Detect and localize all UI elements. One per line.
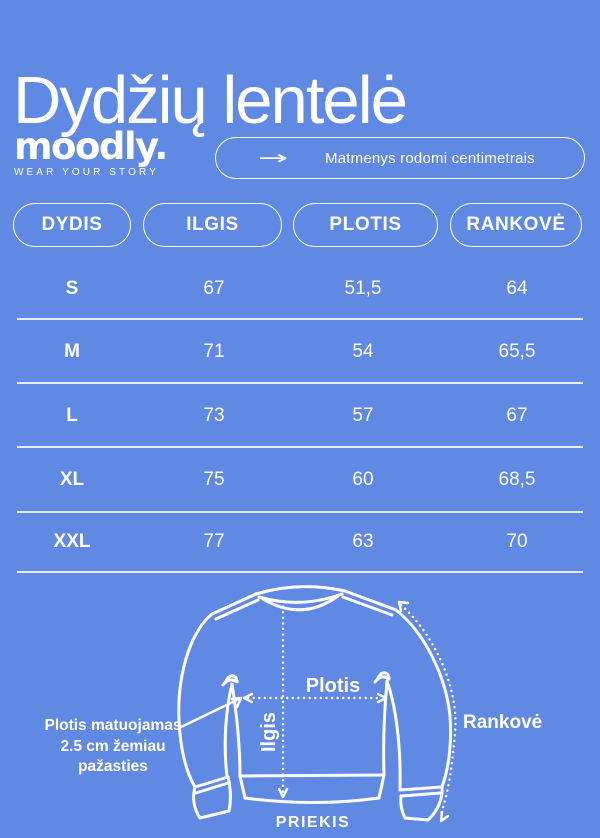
table-row: S 67 51,5 64 xyxy=(0,276,592,302)
column-header-dydis: DYDIS xyxy=(13,203,131,247)
value-cell: 67 xyxy=(203,278,225,299)
table-row: M 71 54 65,5 xyxy=(0,339,592,365)
armpit-note-arrow xyxy=(177,696,243,730)
table-row: L 73 57 67 xyxy=(0,403,592,429)
brand-tagline: WEAR YOUR STORY xyxy=(14,167,159,178)
value-cell: 65,5 xyxy=(498,341,536,362)
units-note-text: Matmenys rodomi centimetrais xyxy=(325,149,535,167)
table-row: XL 75 60 68,5 xyxy=(0,467,592,493)
width-label: Plotis xyxy=(306,675,360,697)
width-measure-arrow xyxy=(242,692,388,704)
sweatshirt-measurement-diagram: Plotis Ilgis Rankovė PRIEKIS Plotis matu… xyxy=(45,585,542,831)
measure-note-line2: 2.5 cm žemiau xyxy=(60,738,165,755)
sweatshirt-outline xyxy=(177,585,452,822)
value-cell: 73 xyxy=(203,405,225,426)
brand-block: moodly. WEAR YOUR STORY xyxy=(14,128,194,178)
column-header-rankove: RANKOVĖ xyxy=(450,203,582,247)
row-divider xyxy=(17,446,583,448)
row-divider xyxy=(17,318,583,320)
table-row: XXL 77 63 70 xyxy=(0,529,592,555)
row-divider xyxy=(17,382,583,384)
value-cell: 51,5 xyxy=(344,278,382,299)
size-cell: XL xyxy=(59,469,85,490)
value-cell: 54 xyxy=(352,341,374,362)
brand-logo: moodly. xyxy=(14,125,168,168)
column-header-plotis: PLOTIS xyxy=(293,203,438,247)
size-cell: S xyxy=(65,278,79,299)
page-title: Dydžių lentelė xyxy=(13,62,408,138)
right-arrow-icon: → xyxy=(257,147,289,169)
size-cell: M xyxy=(64,341,80,362)
size-cell: XXL xyxy=(53,531,91,552)
value-cell: 70 xyxy=(506,531,528,552)
value-cell: 57 xyxy=(352,405,374,426)
value-cell: 71 xyxy=(203,341,225,362)
units-note-pill: → Matmenys rodomi centimetrais xyxy=(215,137,585,179)
value-cell: 77 xyxy=(203,531,225,552)
row-divider xyxy=(17,571,583,573)
column-header-ilgis: ILGIS xyxy=(143,203,282,247)
front-label: PRIEKIS xyxy=(276,814,351,831)
row-divider xyxy=(17,511,583,513)
value-cell: 67 xyxy=(506,405,528,426)
length-measure-arrow xyxy=(277,599,289,799)
value-cell: 64 xyxy=(506,278,528,299)
measure-note-line3: pažasties xyxy=(78,758,148,775)
size-cell: L xyxy=(66,405,78,426)
value-cell: 75 xyxy=(203,469,225,490)
value-cell: 63 xyxy=(352,531,374,552)
value-cell: 68,5 xyxy=(498,469,536,490)
sleeve-label: Rankovė xyxy=(463,712,542,733)
measure-note-line1: Plotis matuojamas xyxy=(45,717,182,734)
value-cell: 60 xyxy=(352,469,374,490)
length-label: Ilgis xyxy=(258,712,280,752)
sleeve-measure-arrow xyxy=(397,600,457,823)
